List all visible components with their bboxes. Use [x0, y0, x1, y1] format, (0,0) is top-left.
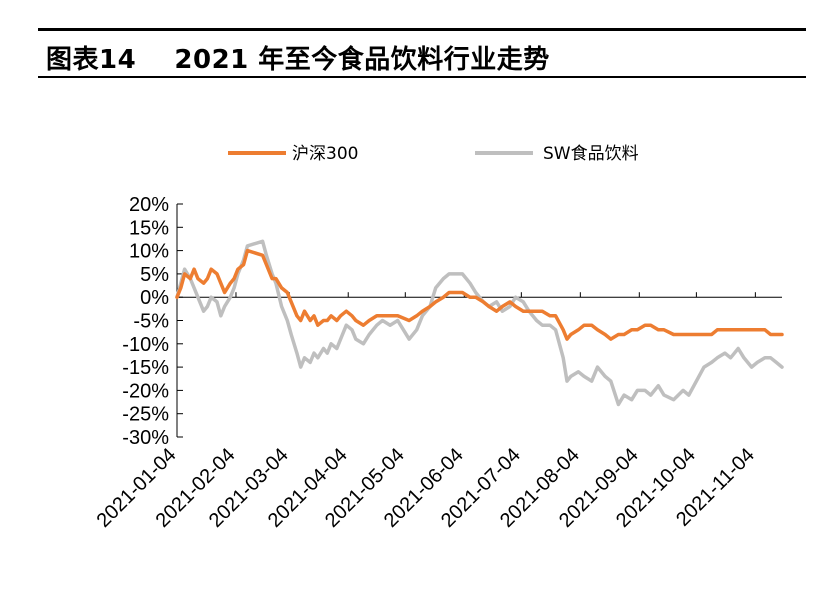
y-tick-label: -5% — [133, 311, 169, 333]
y-tick-label: -10% — [122, 334, 169, 356]
series-line — [175, 239, 784, 407]
y-tick-label: -20% — [122, 380, 169, 402]
y-tick-label: 20% — [129, 194, 169, 216]
y-tick-label: -30% — [122, 427, 169, 449]
y-tick-label: -25% — [122, 404, 169, 426]
y-tick-label: 15% — [129, 217, 169, 239]
legend-label: 沪深300 — [292, 144, 358, 164]
series-line — [175, 248, 784, 341]
y-tick-label: 0% — [140, 287, 169, 309]
y-tick-label: -15% — [122, 357, 169, 379]
page-title: 图表14 2021 年至今食品饮料行业走势 — [46, 45, 550, 75]
legend-label: SW食品饮料 — [543, 144, 639, 164]
y-tick-label: 5% — [140, 264, 169, 286]
y-tick-label: 10% — [129, 241, 169, 263]
title-bar: 图表14 2021 年至今食品饮料行业走势 — [38, 28, 806, 78]
